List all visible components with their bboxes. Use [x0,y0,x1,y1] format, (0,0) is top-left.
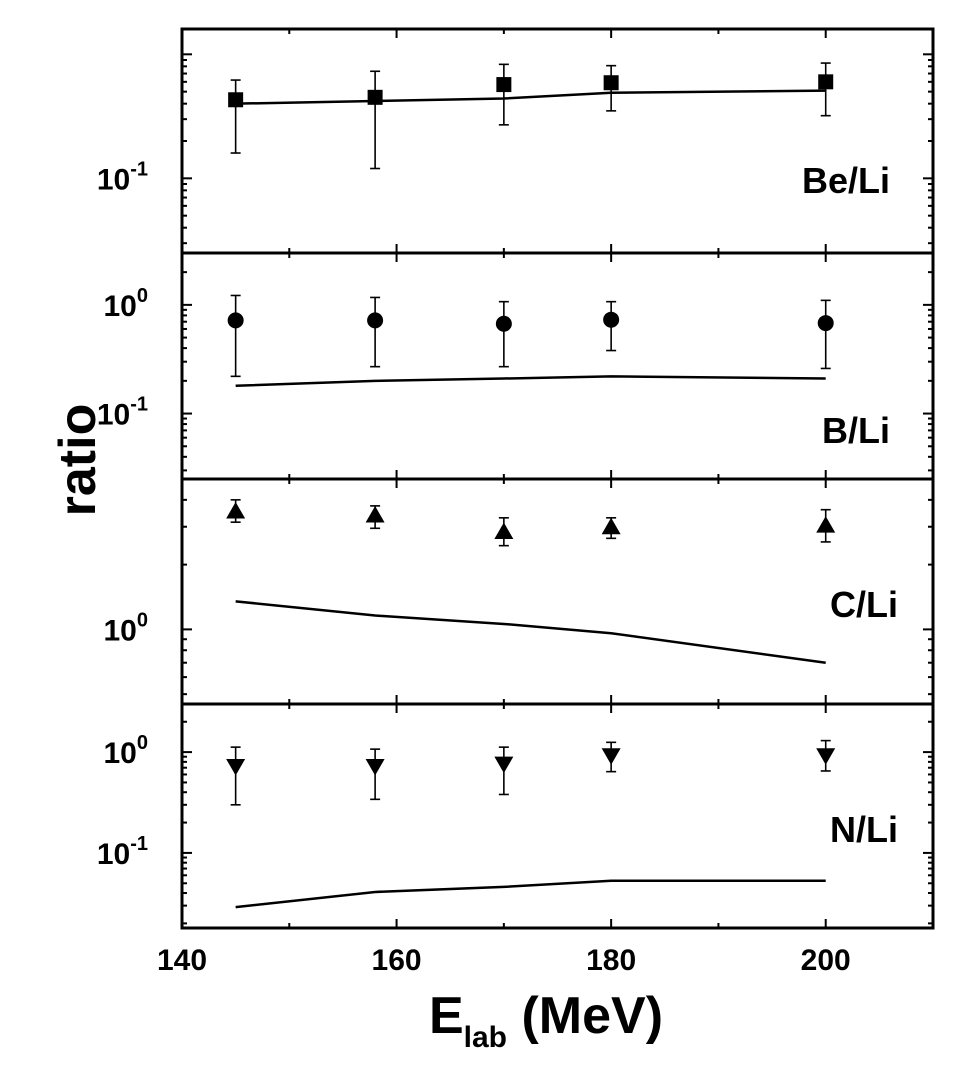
y-tick-label: 100 [104,285,149,323]
panel-frame [180,27,935,255]
y-tick-label: 10-1 [97,158,148,196]
data-point [601,748,621,765]
panel-label: Be/Li [802,160,890,201]
panel-frame [180,477,935,706]
data-point [227,312,244,329]
y-tick-label: 10-1 [97,833,148,871]
model-line [235,89,826,105]
y-tick-label-exponent: -1 [130,158,148,180]
y-tick-label-base: 10 [104,614,137,647]
data-point [816,516,836,533]
y-tick-label-exponent: 0 [137,609,148,631]
x-tick-label: 160 [372,944,422,977]
data-point [365,506,385,523]
panel-label: B/Li [822,410,890,451]
y-tick-label-base: 10 [97,399,130,432]
data-point [603,311,620,328]
model-line [235,879,826,909]
y-tick-label-exponent: -1 [130,833,148,855]
data-point [365,758,385,776]
x-axis-title-unit: (MeV) [507,987,663,1045]
model-line [235,600,826,664]
y-tick-label: 100 [104,609,149,647]
x-tick-label: 180 [586,944,636,977]
data-point [601,517,621,535]
panel-frame [180,251,935,481]
data-point [494,756,514,774]
y-tick-label-base: 10 [104,290,137,323]
data-point [494,522,514,540]
x-tick-label: 200 [801,944,851,977]
data-point [226,502,246,519]
data-point [228,92,244,108]
x-axis-title-main: E [429,987,464,1045]
data-point [367,89,383,105]
data-point [817,315,834,332]
y-tick-label-base: 10 [97,838,130,871]
panel-1: 10-1 Be/Li [97,27,935,255]
y-tick-label-exponent: -1 [130,394,148,416]
data-point [226,758,246,776]
data-point [367,312,384,329]
y-tick-label-exponent: 0 [137,732,148,754]
data-point [818,74,834,90]
x-axis-title-subscript: lab [464,1021,507,1054]
model-line [235,375,826,388]
y-tick-label-exponent: 0 [137,285,148,307]
panel-frame [180,702,935,930]
data-point [496,77,512,93]
data-point [603,75,619,91]
y-tick-label: 10-1 [97,394,148,432]
y-tick-label: 100 [104,732,149,770]
panel-label: N/Li [830,809,898,850]
x-axis: 140 160 180 200 [157,944,851,977]
x-tick-label: 140 [157,944,207,977]
x-axis-title: Elab (MeV) [429,987,663,1054]
y-tick-label-base: 10 [97,163,130,196]
data-point [495,315,512,332]
panel-label: C/Li [830,584,898,625]
panel-3: 100 C/Li [104,477,935,706]
data-point [816,748,836,765]
y-tick-label-base: 10 [104,737,137,770]
y-axis-title: ratio [49,404,107,517]
